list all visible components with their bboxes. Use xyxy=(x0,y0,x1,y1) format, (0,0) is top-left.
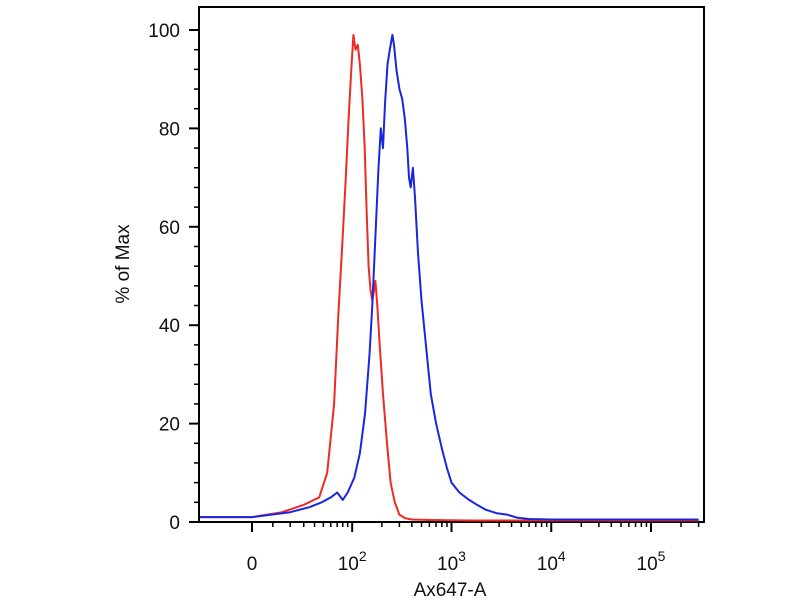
x-axis: 0 102 103 104 105 xyxy=(247,522,700,575)
series-layer xyxy=(200,33,699,522)
series-line-0 xyxy=(200,33,699,522)
y-axis: 0 20 40 60 80 100 xyxy=(148,21,199,534)
plot-frame xyxy=(198,6,705,523)
y-tick-label: 100 xyxy=(148,21,180,42)
y-tick-label: 20 xyxy=(159,415,180,436)
y-tick-label: 40 xyxy=(159,316,180,337)
y-axis-title: % of Max xyxy=(113,224,134,304)
series-line-1 xyxy=(200,33,699,521)
y-tick-label: 80 xyxy=(159,119,180,140)
x-tick-label: 0 xyxy=(247,554,258,575)
y-tick-label: 0 xyxy=(169,513,180,534)
y-tick-label: 60 xyxy=(159,218,180,239)
x-tick-label: 102 xyxy=(338,548,367,575)
x-axis-title: Ax647-A xyxy=(414,580,487,601)
x-tick-label: 105 xyxy=(637,548,666,575)
x-tick-label: 103 xyxy=(437,548,466,575)
x-tick-label: 104 xyxy=(537,548,566,575)
